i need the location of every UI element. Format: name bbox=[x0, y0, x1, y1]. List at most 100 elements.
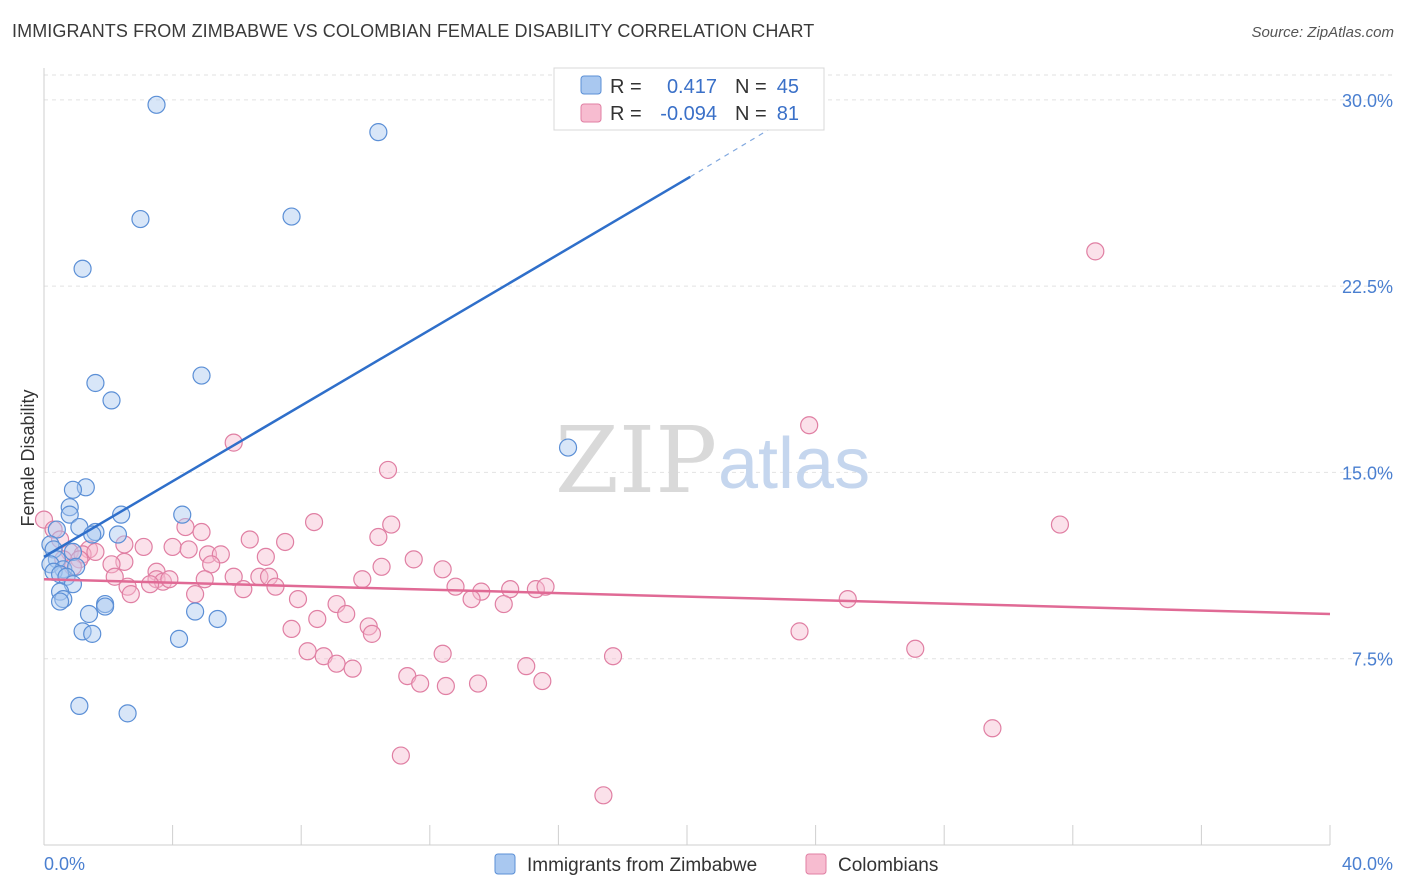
colombians-point bbox=[179, 540, 198, 559]
zimbabwe-point bbox=[63, 480, 83, 499]
bottom-legend-swatch-zimbabwe bbox=[494, 853, 516, 875]
y-tick-label: 30.0% bbox=[1342, 91, 1393, 111]
colombians-point bbox=[494, 594, 513, 614]
source-credit: Source: ZipAtlas.com bbox=[1251, 24, 1394, 41]
zimbabwe-point bbox=[86, 373, 105, 393]
colombians-point bbox=[536, 577, 555, 596]
colombians-point bbox=[288, 589, 308, 609]
trend-lines bbox=[43, 124, 1331, 616]
y-tick-label: 22.5% bbox=[1342, 277, 1393, 297]
zimbabwe-point bbox=[60, 498, 79, 517]
legend-r-value-zimbabwe: 0.417 bbox=[667, 76, 717, 98]
legend-n-label-colombians: N = bbox=[735, 103, 767, 125]
stats-legend: R = 0.417 N = 45 R = -0.094 N = 81 bbox=[553, 67, 825, 131]
colombians-point bbox=[462, 589, 481, 609]
colombians-point bbox=[198, 545, 218, 564]
colombians-point bbox=[304, 512, 324, 532]
x-tick-labels: 0.0% 40.0% bbox=[44, 854, 1393, 874]
colombians-point bbox=[468, 674, 488, 693]
colombians-point bbox=[404, 550, 423, 569]
colombians-point bbox=[186, 585, 205, 604]
grid-lines bbox=[44, 74, 1392, 660]
zimbabwe-point bbox=[83, 624, 102, 643]
colombians-point bbox=[327, 654, 346, 673]
colombians-point bbox=[446, 577, 465, 596]
x-tick-label-max: 40.0% bbox=[1342, 854, 1393, 874]
watermark-atlas: atlas bbox=[718, 424, 870, 504]
colombians-point bbox=[369, 527, 388, 547]
zimbabwe-point bbox=[192, 366, 211, 385]
colombians-point bbox=[308, 609, 327, 629]
zimbabwe-point bbox=[67, 557, 86, 576]
colombians-point bbox=[276, 532, 295, 552]
zimbabwe-point bbox=[369, 123, 388, 142]
zimbabwe-point bbox=[558, 438, 578, 457]
colombians-point bbox=[983, 719, 1002, 738]
zimbabwe-point bbox=[118, 704, 137, 723]
colombians-point bbox=[343, 659, 362, 678]
colombians-point bbox=[140, 575, 160, 594]
zimbabwe-point bbox=[282, 207, 301, 226]
bottom-legend-label-zimbabwe: Immigrants from Zimbabwe bbox=[527, 855, 757, 876]
zimbabwe-trend-line bbox=[43, 175, 691, 558]
zimbabwe-point bbox=[108, 525, 128, 544]
colombians-points bbox=[34, 242, 1105, 805]
colombians-point bbox=[838, 589, 857, 609]
x-tick-label-min: 0.0% bbox=[44, 854, 85, 874]
colombians-point bbox=[121, 585, 140, 604]
legend-n-value-colombians: 81 bbox=[777, 103, 799, 125]
legend-n-label-zimbabwe: N = bbox=[735, 76, 767, 98]
bottom-legend-label-colombians: Colombians bbox=[838, 855, 938, 876]
zimbabwe-point bbox=[63, 542, 83, 562]
colombians-point bbox=[790, 622, 809, 641]
colombians-point bbox=[240, 530, 259, 549]
colombians-point bbox=[436, 676, 455, 696]
zimbabwe-point bbox=[186, 602, 205, 621]
colombians-point bbox=[433, 644, 452, 663]
legend-r-label-colombians: R = bbox=[610, 103, 642, 125]
colombians-point bbox=[533, 671, 552, 691]
legend-swatch-zimbabwe bbox=[580, 75, 602, 95]
colombians-point bbox=[134, 537, 153, 557]
colombians-point bbox=[211, 545, 230, 564]
colombians-point bbox=[337, 604, 356, 624]
legend-r-value-colombians: -0.094 bbox=[660, 103, 717, 125]
legend-n-value-zimbabwe: 45 bbox=[777, 76, 799, 98]
colombians-point bbox=[433, 560, 452, 579]
series-legend: Immigrants from Zimbabwe Colombians bbox=[494, 853, 938, 876]
zimbabwe-point bbox=[131, 209, 150, 229]
colombians-point bbox=[34, 510, 54, 529]
colombians-point bbox=[517, 657, 536, 676]
colombians-point bbox=[391, 746, 410, 765]
colombians-point bbox=[378, 460, 398, 480]
colombians-point bbox=[603, 647, 623, 666]
colombians-point bbox=[163, 537, 182, 557]
colombians-point bbox=[372, 557, 391, 576]
bottom-legend-swatch-colombians bbox=[805, 853, 827, 875]
zimbabwe-point bbox=[50, 592, 70, 611]
zimbabwe-point bbox=[60, 505, 79, 524]
axes bbox=[43, 68, 1331, 846]
legend-r-label-zimbabwe: R = bbox=[610, 76, 642, 98]
zimbabwe-point bbox=[208, 609, 227, 629]
colombians-point bbox=[800, 416, 819, 435]
zimbabwe-point bbox=[73, 259, 92, 278]
zimbabwe-point bbox=[173, 505, 192, 524]
colombians-trend-line bbox=[43, 577, 1331, 616]
y-tick-label: 15.0% bbox=[1342, 463, 1393, 483]
legend-swatch-colombians bbox=[580, 103, 602, 123]
colombians-point bbox=[906, 639, 925, 658]
colombians-point bbox=[192, 522, 211, 542]
colombians-point bbox=[160, 570, 179, 589]
watermark-zip: ZIP bbox=[555, 407, 717, 514]
colombians-point bbox=[298, 642, 317, 661]
colombians-point bbox=[353, 570, 372, 589]
zimbabwe-point bbox=[79, 604, 99, 624]
colombians-point bbox=[411, 674, 430, 693]
zimbabwe-point bbox=[147, 95, 166, 114]
zimbabwe-point bbox=[169, 629, 189, 648]
colombians-point bbox=[1050, 515, 1070, 534]
y-tick-label: 7.5% bbox=[1352, 650, 1393, 670]
watermark: ZIP atlas bbox=[555, 407, 870, 514]
